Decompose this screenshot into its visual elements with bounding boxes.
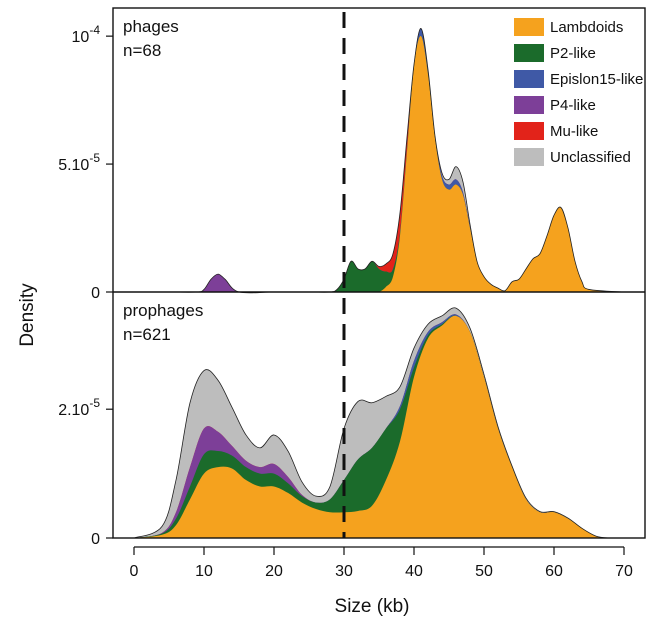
legend-label: Epislon15-like: [550, 71, 643, 88]
x-tick-label: 60: [545, 563, 563, 580]
panel-label-phages: phages: [123, 17, 179, 36]
legend-swatch: [514, 18, 544, 36]
panel-n-prophages: n=621: [123, 325, 171, 344]
legend-swatch: [514, 96, 544, 114]
legend-label: Mu-like: [550, 123, 598, 140]
panel-prophages: prophages n=621: [123, 301, 625, 539]
x-tick-label: 10: [195, 563, 213, 580]
x-tick-label: 40: [405, 563, 423, 580]
y-tick-label-prophages: 0: [91, 531, 100, 548]
panel-phages: phages n=68: [123, 17, 625, 294]
x-axis-label: Size (kb): [335, 596, 410, 617]
y-tick-label-prophages: 2.10-5: [58, 396, 100, 419]
area-lambdoids-phages: [134, 36, 624, 293]
x-tick-label: 50: [475, 563, 493, 580]
x-tick-label: 30: [335, 563, 353, 580]
x-tick-label: 0: [130, 563, 139, 580]
y-axis-label: Density: [17, 283, 38, 347]
legend-label: Unclassified: [550, 149, 631, 166]
legend-swatch: [514, 122, 544, 140]
panel-label-prophages: prophages: [123, 301, 203, 320]
axes: 0 5.10-5 10-4 0 2.10-5 0 10 20 30 40 50 60 70: [58, 7, 646, 580]
panel-n-phages: n=68: [123, 41, 161, 60]
legend-swatch: [514, 44, 544, 62]
plot-frame: [112, 7, 646, 539]
legend-swatch: [514, 70, 544, 88]
y-tick-label-phages: 0: [91, 285, 100, 302]
legend-label: Lambdoids: [550, 19, 623, 36]
y-tick-label-phages: 10-4: [72, 23, 101, 46]
x-tick-label: 70: [615, 563, 633, 580]
legend-label: P4-like: [550, 97, 596, 114]
area-lambdoids-prophages: [134, 315, 624, 539]
x-tick-label: 20: [265, 563, 283, 580]
legend: Lambdoids P2-like Epislon15-like P4-like Mu-…: [514, 18, 643, 166]
y-tick-label-phages: 5.10-5: [58, 151, 100, 174]
total-outline-prophages: [133, 307, 625, 539]
legend-swatch: [514, 148, 544, 166]
legend-label: P2-like: [550, 45, 596, 62]
